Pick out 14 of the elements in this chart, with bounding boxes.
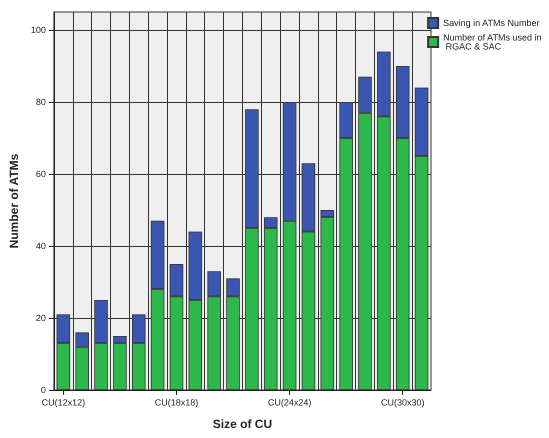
x-axis-title: Size of CU — [212, 417, 272, 431]
legend-label: Number of ATMs used in RGAC & SAC — [443, 32, 542, 52]
y-axis-title: Number of ATMs — [7, 153, 21, 248]
y-tick-label: 80 — [36, 97, 46, 107]
x-tick-label: CU(30x30) — [380, 398, 424, 408]
y-tick-label: 20 — [36, 313, 46, 323]
x-tick-label: CU(18x18) — [154, 398, 198, 408]
x-tick-label: CU(24x24) — [268, 398, 312, 408]
legend-label: Saving in ATMs Number — [443, 18, 540, 28]
y-tick-label: 100 — [30, 25, 46, 35]
y-tick-label: 60 — [36, 169, 46, 179]
y-tick-label: 40 — [36, 241, 46, 251]
x-tick-label: CU(12x12) — [42, 398, 86, 408]
y-tick-label: 0 — [40, 385, 46, 395]
